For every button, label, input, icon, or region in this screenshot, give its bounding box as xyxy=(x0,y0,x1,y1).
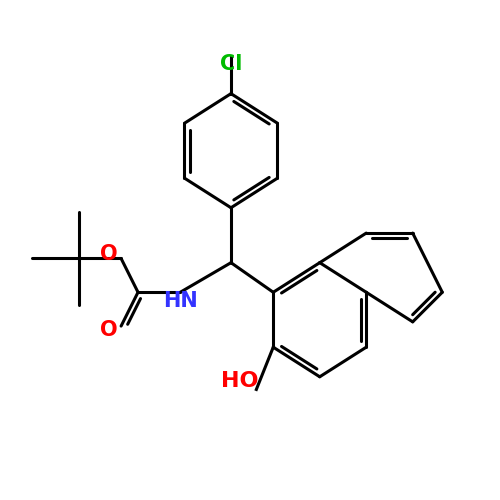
Text: HN: HN xyxy=(163,290,198,310)
Text: O: O xyxy=(100,244,117,264)
Text: Cl: Cl xyxy=(220,54,242,74)
Text: O: O xyxy=(100,320,117,340)
Text: HO: HO xyxy=(220,371,258,391)
